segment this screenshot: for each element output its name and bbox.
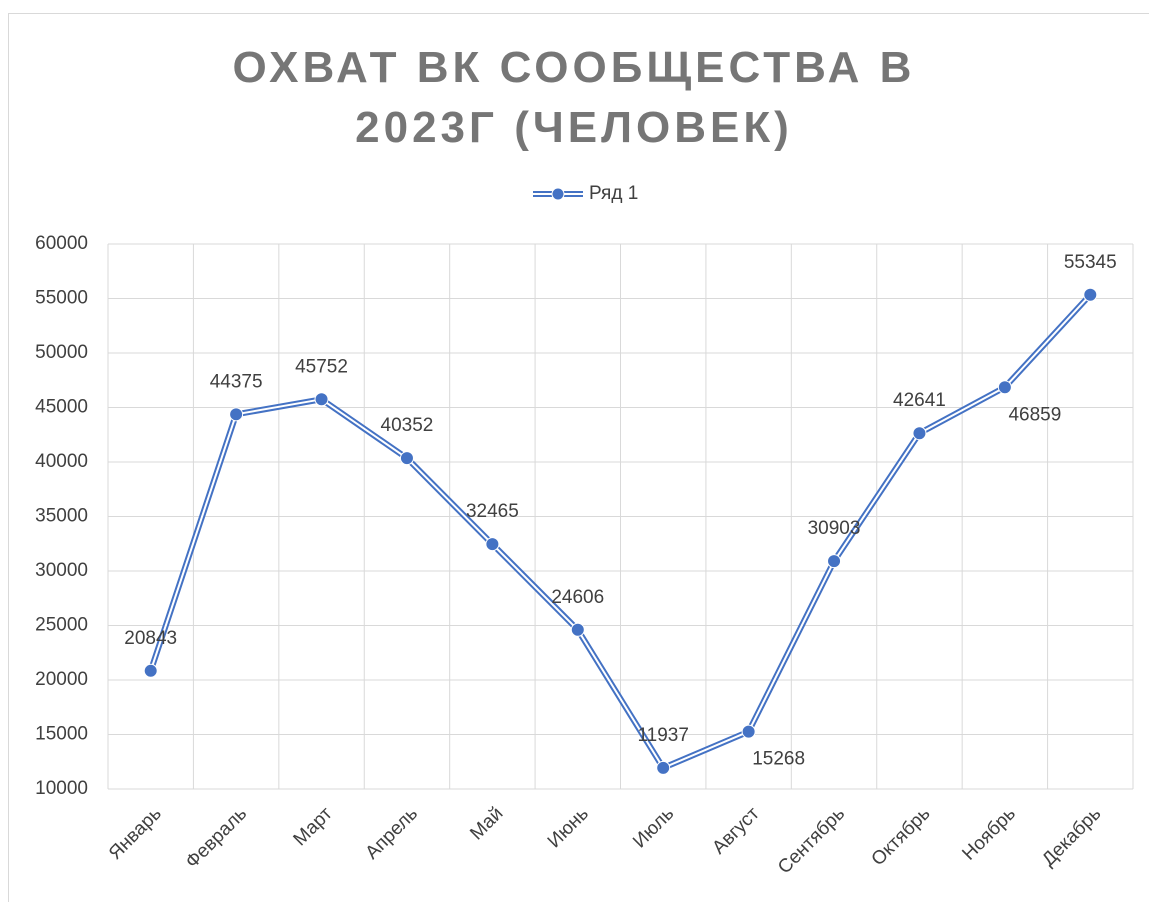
x-tick-label: Май [466,803,507,844]
data-label: 44375 [210,371,263,392]
chart-title: ОХВАТ ВК СООБЩЕСТВА В 2023Г (ЧЕЛОВЕК) [232,43,916,152]
y-tick-label: 10000 [35,778,88,799]
y-tick-label: 50000 [35,342,88,363]
y-tick-label: 35000 [35,506,88,527]
data-label: 20843 [124,628,177,649]
marker [143,663,158,678]
data-label: 45752 [295,356,348,377]
marker [741,724,756,739]
chart-border [8,13,1149,902]
y-tick-label: 55000 [35,288,88,309]
x-tick-label: Сентябрь [774,803,849,878]
x-tick-label: Июнь [544,803,593,852]
y-tick-label: 45000 [35,397,88,418]
data-label: 46859 [1008,404,1061,425]
marker [485,537,500,552]
data-label: 55345 [1064,252,1117,273]
y-tick-label: 30000 [35,560,88,581]
marker [656,760,671,775]
data-label: 42641 [893,390,946,411]
x-tick-label: Февраль [182,803,252,873]
x-tick-label: Январь [105,803,166,864]
data-label: 30903 [808,518,861,539]
marker [399,451,414,466]
y-tick-label: 40000 [35,451,88,472]
legend-marker [551,187,565,201]
marker [570,622,585,637]
x-tick-label: Июль [629,803,678,852]
y-tick-label: 60000 [35,233,88,254]
data-label: 11937 [637,725,688,746]
data-label: 40352 [381,415,434,436]
data-label: 32465 [466,501,519,522]
y-tick-label: 25000 [35,615,88,636]
marker [912,426,927,441]
data-label: 15268 [752,749,805,770]
x-tick-label: Март [290,803,337,850]
marker [827,554,842,569]
x-tick-label: Апрель [362,803,422,863]
y-tick-label: 15000 [35,724,88,745]
marker [997,380,1012,395]
legend-label: Ряд 1 [589,183,638,204]
marker [314,392,329,407]
marker [1083,287,1098,302]
marker [229,407,244,422]
x-tick-label: Ноябрь [958,803,1020,865]
x-tick-label: Декабрь [1038,803,1105,870]
y-tick-label: 20000 [35,669,88,690]
x-tick-label: Октябрь [868,803,935,870]
line-inner [149,294,1092,769]
data-label: 24606 [551,587,604,608]
x-tick-label: Август [708,803,763,858]
